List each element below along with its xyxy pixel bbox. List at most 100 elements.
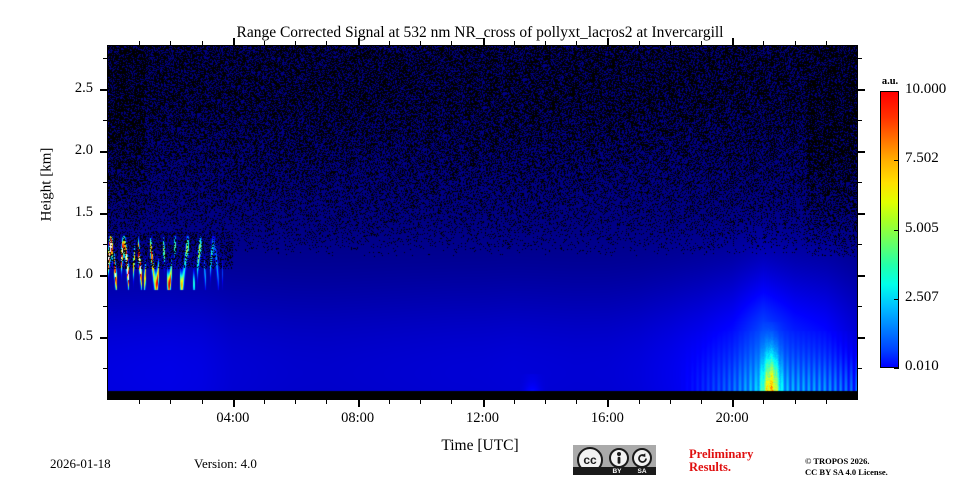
- axis-tick: [483, 400, 485, 407]
- colorbar-tick: [894, 299, 899, 300]
- axis-tick: [358, 38, 360, 45]
- axis-tick: [763, 41, 764, 45]
- axis-tick: [103, 182, 107, 183]
- axis-tick: [389, 41, 390, 45]
- colorbar-tick-label: 0.010: [905, 358, 939, 374]
- cc-by-person-icon: [609, 448, 629, 468]
- copyright-line-1: © TROPOS 2026.: [805, 456, 870, 466]
- cc-license-badge[interactable]: cc BY SA: [573, 445, 656, 475]
- axis-tick: [264, 400, 265, 404]
- axis-tick: [607, 400, 609, 407]
- person-glyph: [617, 452, 621, 464]
- colorbar-tick: [894, 91, 899, 92]
- axis-tick: [103, 244, 107, 245]
- axis-tick: [858, 275, 865, 277]
- y-tick-label: 2.5: [74, 80, 93, 96]
- y-tick-label: 0.5: [74, 328, 93, 344]
- axis-tick: [858, 244, 862, 245]
- axis-tick: [100, 151, 107, 153]
- axis-tick: [103, 58, 107, 59]
- axis-tick: [264, 41, 265, 45]
- axis-tick: [100, 89, 107, 91]
- axis-tick: [100, 337, 107, 339]
- preliminary-line-2: Results.: [689, 460, 732, 474]
- axis-tick: [139, 400, 140, 404]
- colorbar-tick: [894, 368, 899, 369]
- axis-tick: [233, 38, 235, 45]
- x-axis-label: Time [UTC]: [441, 437, 519, 454]
- axis-tick: [858, 151, 865, 153]
- axis-tick: [202, 41, 203, 45]
- axis-tick: [420, 41, 421, 45]
- axis-tick: [607, 38, 609, 45]
- axis-tick: [545, 400, 546, 404]
- axis-tick: [858, 182, 862, 183]
- axis-tick: [763, 400, 764, 404]
- axis-tick: [100, 275, 107, 277]
- x-tick-label: 12:00: [465, 410, 500, 426]
- axis-tick: [858, 213, 865, 215]
- axis-tick: [576, 400, 577, 404]
- axis-tick: [202, 400, 203, 404]
- axis-tick: [451, 400, 452, 404]
- colorbar-tick-label: 5.005: [905, 220, 939, 236]
- cc-by-label: BY: [612, 467, 622, 475]
- axis-tick: [170, 400, 171, 404]
- axis-tick: [795, 41, 796, 45]
- axis-tick: [670, 41, 671, 45]
- cc-badge-icons: cc: [573, 445, 656, 473]
- axis-tick: [858, 368, 862, 369]
- axis-tick: [732, 38, 734, 45]
- axis-tick: [358, 400, 360, 407]
- axis-tick: [826, 400, 827, 404]
- axis-tick: [858, 337, 865, 339]
- axis-tick: [701, 41, 702, 45]
- axis-tick: [732, 400, 734, 407]
- figure-title: Range Corrected Signal at 532 nm NR_cros…: [236, 24, 724, 41]
- axis-tick: [103, 120, 107, 121]
- y-tick-label: 2.0: [74, 142, 93, 158]
- axis-tick: [858, 306, 862, 307]
- y-axis-label: Height [km]: [38, 147, 55, 222]
- axis-tick: [389, 400, 390, 404]
- axis-tick: [545, 41, 546, 45]
- axis-tick: [451, 41, 452, 45]
- footer-date: 2026-01-18: [50, 456, 111, 471]
- axis-tick: [826, 41, 827, 45]
- axis-tick: [420, 400, 421, 404]
- axis-tick: [858, 58, 862, 59]
- cc-sa-share-icon: [632, 448, 652, 468]
- preliminary-results-note: Preliminary Results.: [689, 448, 809, 474]
- x-tick-label: 04:00: [216, 410, 250, 426]
- axis-tick: [326, 41, 327, 45]
- axis-tick: [326, 400, 327, 404]
- axis-tick: [103, 306, 107, 307]
- cc-sa-label: SA: [637, 467, 647, 475]
- y-tick-label: 1.5: [74, 204, 93, 220]
- axis-tick: [139, 41, 140, 45]
- axis-tick: [295, 400, 296, 404]
- axis-tick: [514, 41, 515, 45]
- axis-tick: [858, 89, 865, 91]
- axis-tick: [100, 213, 107, 215]
- axis-tick: [233, 400, 235, 407]
- axis-tick: [576, 41, 577, 45]
- axis-tick: [795, 400, 796, 404]
- axis-tick: [639, 41, 640, 45]
- x-tick-label: 20:00: [715, 410, 749, 426]
- axis-tick: [670, 400, 671, 404]
- axis-tick: [103, 368, 107, 369]
- share-alike-glyph: [637, 452, 647, 463]
- footer-version: Version: 4.0: [194, 456, 257, 471]
- axis-tick: [514, 400, 515, 404]
- plot-area: [107, 45, 858, 400]
- y-tick-label: 1.0: [74, 266, 93, 282]
- copyright-line-2: CC BY SA 4.0 License.: [805, 467, 888, 477]
- axis-tick: [701, 400, 702, 404]
- x-tick-label: 16:00: [590, 410, 624, 426]
- axis-tick: [858, 120, 862, 121]
- axis-tick: [170, 41, 171, 45]
- colorbar-tick-label: 10.000: [905, 81, 947, 97]
- x-tick-label: 08:00: [341, 410, 375, 426]
